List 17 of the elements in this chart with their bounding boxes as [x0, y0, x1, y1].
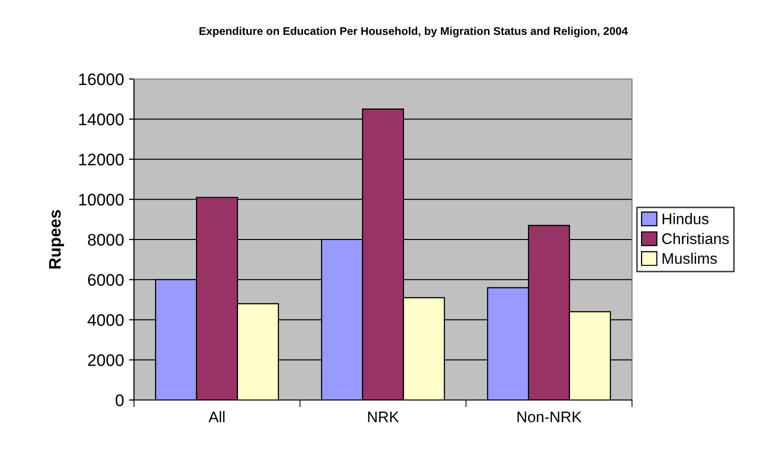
y-tick-label: 0 — [116, 394, 124, 406]
y-tick-label: 6000 — [88, 274, 124, 286]
x-tick-label: Non-NRK — [518, 412, 582, 422]
legend-label: Christians — [662, 232, 729, 244]
y-tick-label: 2000 — [88, 354, 124, 366]
chart-title: Expenditure on Education Per Household, by Migration Status and Religion, 2004 — [200, 26, 628, 38]
y-tick-label: 14000 — [79, 114, 124, 126]
x-tick-label: NRK — [368, 412, 399, 422]
y-axis-title: Rupees — [49, 210, 64, 268]
y-tick-label: 12000 — [79, 154, 124, 166]
y-tick-label: 4000 — [88, 314, 124, 326]
legend-label: Muslims — [662, 252, 717, 264]
x-tick-label: All — [208, 411, 224, 422]
legend-label: Hindus — [662, 213, 708, 224]
y-tick-label: 8000 — [88, 234, 124, 246]
y-tick-label: 16000 — [79, 73, 124, 86]
y-tick-label: 10000 — [79, 194, 124, 206]
